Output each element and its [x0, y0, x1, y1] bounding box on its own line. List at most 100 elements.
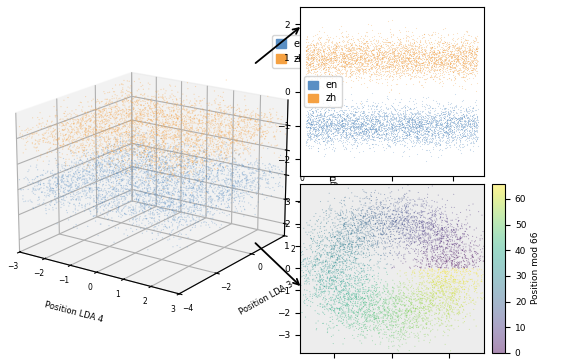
- Point: [362, 119, 371, 125]
- Point: [408, 275, 417, 281]
- Point: [340, 237, 349, 242]
- Point: [393, 66, 403, 72]
- Point: [366, 127, 376, 133]
- Point: [355, 211, 365, 217]
- Point: [425, 298, 434, 303]
- Point: [401, 104, 410, 109]
- Point: [353, 318, 362, 323]
- Point: [352, 143, 361, 149]
- Point: [447, 253, 456, 259]
- Point: [410, 110, 419, 116]
- Point: [351, 315, 360, 320]
- Point: [325, 69, 335, 75]
- Point: [456, 116, 465, 122]
- Point: [333, 236, 342, 242]
- Point: [304, 54, 313, 60]
- Point: [442, 219, 452, 224]
- Point: [422, 126, 431, 131]
- Point: [461, 37, 470, 43]
- Point: [360, 279, 369, 284]
- Point: [392, 229, 401, 235]
- Point: [308, 143, 317, 149]
- Point: [465, 310, 475, 316]
- Point: [352, 294, 361, 300]
- Point: [460, 121, 469, 127]
- Point: [404, 47, 414, 53]
- Point: [412, 259, 422, 265]
- Point: [356, 296, 365, 302]
- Point: [388, 219, 397, 225]
- Point: [384, 48, 393, 53]
- Point: [390, 208, 399, 213]
- Point: [457, 55, 467, 61]
- Point: [457, 118, 467, 124]
- Point: [306, 135, 316, 141]
- Point: [438, 40, 448, 46]
- Point: [377, 127, 386, 132]
- Point: [447, 272, 456, 278]
- Point: [324, 58, 333, 63]
- Point: [385, 250, 394, 256]
- Point: [359, 42, 368, 48]
- Point: [426, 119, 435, 125]
- Point: [395, 251, 404, 256]
- Point: [432, 98, 441, 103]
- Point: [453, 318, 463, 323]
- Point: [302, 55, 311, 61]
- Point: [370, 134, 379, 139]
- Point: [353, 128, 362, 134]
- Point: [304, 67, 313, 73]
- Point: [377, 215, 386, 221]
- Point: [422, 64, 431, 70]
- Point: [430, 51, 439, 57]
- Point: [419, 34, 429, 40]
- Point: [308, 48, 317, 54]
- Point: [403, 67, 412, 72]
- Point: [472, 51, 481, 57]
- Point: [400, 50, 409, 56]
- Point: [314, 125, 324, 130]
- Point: [319, 112, 328, 117]
- Point: [382, 126, 391, 132]
- Point: [386, 56, 396, 62]
- Point: [362, 52, 372, 58]
- Point: [388, 221, 397, 226]
- Point: [442, 284, 451, 290]
- Point: [336, 319, 346, 324]
- Point: [423, 128, 433, 134]
- Point: [464, 116, 473, 122]
- Point: [445, 119, 454, 125]
- Point: [404, 131, 413, 137]
- Point: [338, 117, 347, 123]
- Point: [342, 135, 351, 141]
- Point: [397, 328, 407, 334]
- Point: [398, 228, 407, 233]
- Point: [458, 141, 468, 147]
- Point: [353, 56, 362, 62]
- Point: [384, 117, 393, 123]
- Point: [312, 275, 321, 281]
- Point: [369, 54, 378, 60]
- Point: [440, 35, 449, 40]
- Point: [392, 46, 401, 51]
- Point: [363, 309, 372, 315]
- Point: [323, 325, 332, 331]
- Point: [386, 311, 396, 317]
- Point: [453, 49, 463, 55]
- Point: [332, 126, 341, 132]
- Point: [352, 137, 361, 143]
- Point: [316, 282, 325, 287]
- Point: [376, 223, 385, 229]
- Point: [367, 215, 376, 220]
- Point: [418, 228, 427, 234]
- Point: [431, 206, 441, 212]
- Point: [378, 228, 387, 234]
- Point: [435, 265, 445, 270]
- Point: [472, 70, 482, 76]
- Point: [320, 113, 329, 118]
- Point: [305, 62, 314, 67]
- Point: [438, 125, 448, 131]
- Point: [377, 64, 386, 69]
- Point: [359, 47, 369, 53]
- Point: [377, 321, 386, 327]
